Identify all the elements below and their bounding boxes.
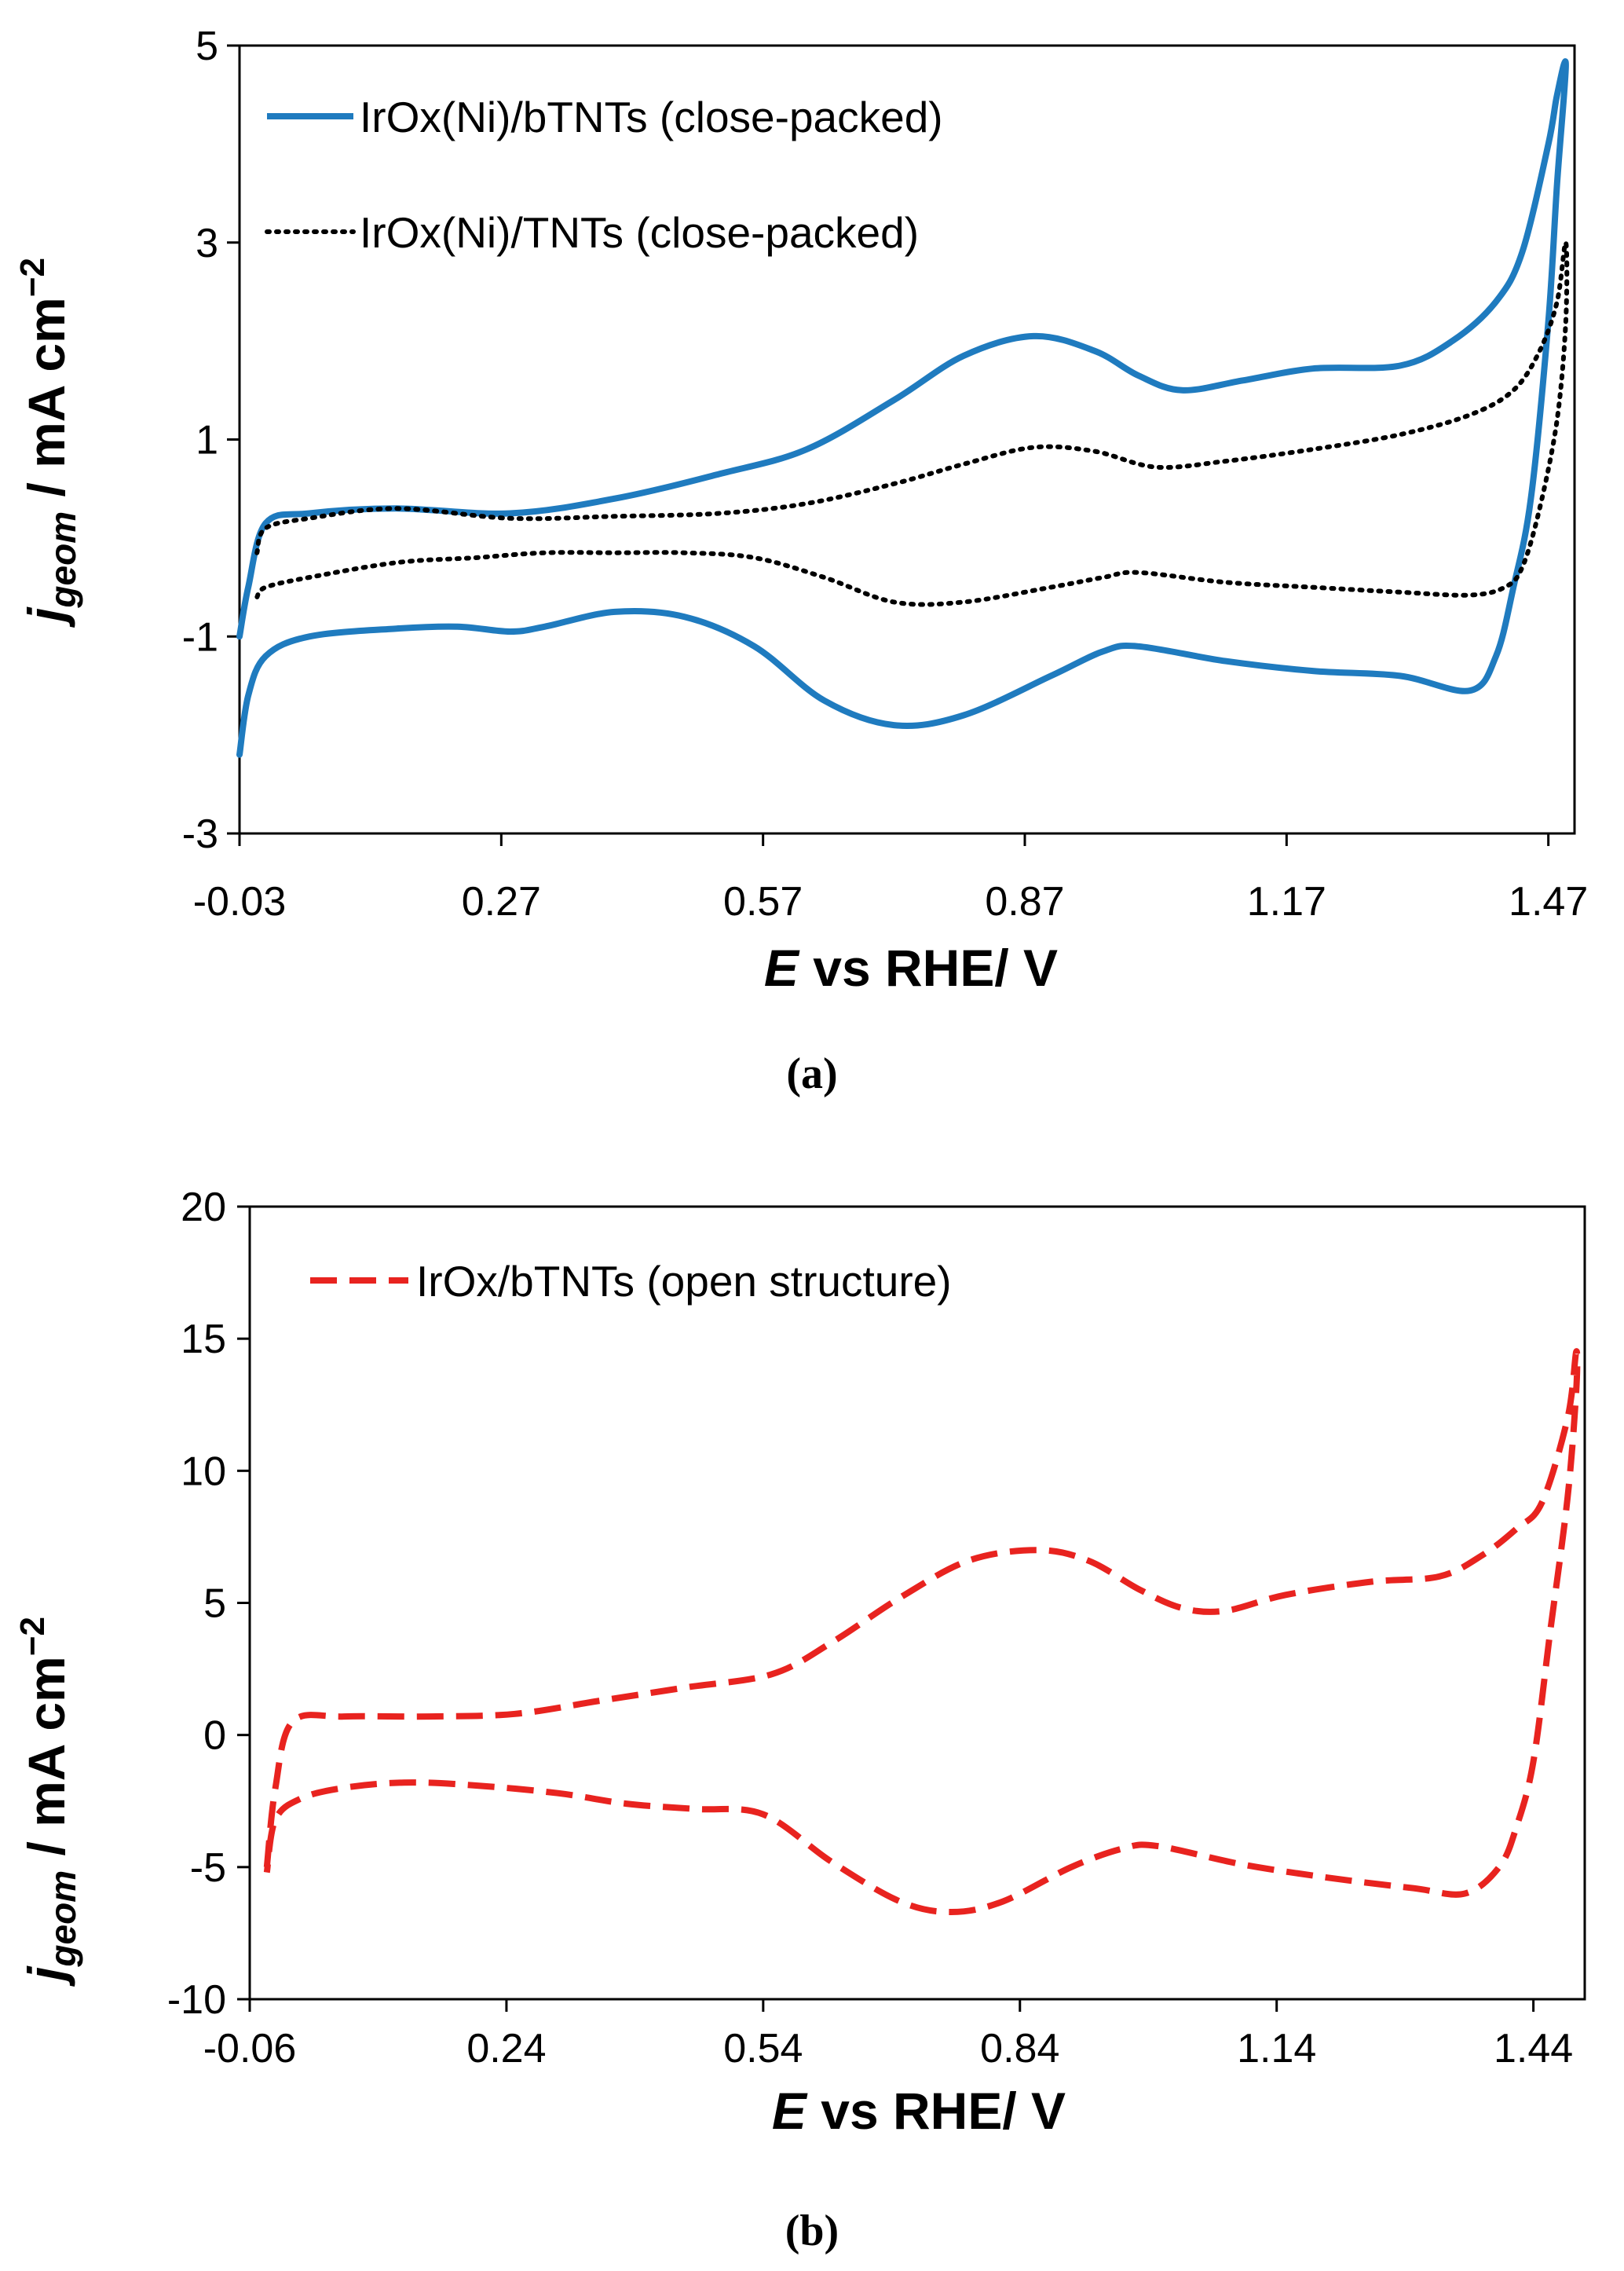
- y-tick-label: 10: [181, 1449, 226, 1494]
- chart-b-y-label-italic: j: [17, 1965, 75, 1987]
- y-tick-label: -3: [182, 811, 218, 857]
- chart-a-legend-label-1: IrOx(Ni)/bTNTs (close-packed): [360, 93, 943, 141]
- x-tick-label: 0.27: [462, 879, 541, 925]
- chart-a-x-label-rest: vs RHE/ V: [799, 939, 1058, 997]
- y-tick-label: 5: [196, 24, 218, 69]
- x-tick-label: 0.87: [985, 879, 1064, 925]
- x-tick-label: 0.24: [466, 2026, 546, 2071]
- chart-b-x-axis-label: E vs RHE/ V: [772, 2082, 1066, 2140]
- y-tick-label: 5: [203, 1581, 226, 1627]
- chart-a-x-ticks: -0.03 0.27 0.57 0.87 1.17 1.47: [193, 833, 1588, 925]
- chart-b-plot-frame: [248, 1205, 1586, 2001]
- chart-b-series-line-1: [263, 1348, 1581, 1915]
- chart-b-panel-label: (b): [785, 2207, 839, 2255]
- chart-a-panel-label: (a): [786, 1049, 837, 1098]
- chart-a-series-line-1: [236, 58, 1569, 758]
- chart-b-y-ticks: -10 -5 0 5 10 15 20: [167, 1185, 250, 2023]
- chart-b-x-label-italic: E: [772, 2082, 808, 2140]
- chart-a-y-label-italic: j: [17, 606, 75, 628]
- x-tick-label: 1.17: [1247, 879, 1326, 925]
- y-tick-label: 15: [181, 1317, 226, 1362]
- chart-a-x-axis-label: E vs RHE/ V: [764, 939, 1058, 997]
- chart-a: -3 -1 1 3 5 -0.03 0.27 0.57 0.87 1.17 1.47 IrOx(N…: [13, 24, 1588, 1098]
- chart-a-y-axis-label: jgeom / mA cm−2: [13, 258, 83, 628]
- chart-a-y-label-sub: geom: [42, 511, 83, 609]
- chart-b-x-ticks: -0.06 0.24 0.54 0.84 1.14 1.44: [203, 1999, 1573, 2071]
- chart-b-y-axis-label: jgeom / mA cm−2: [13, 1617, 83, 1987]
- chart-a-y-label-rest: / mA cm: [17, 297, 75, 511]
- y-tick-label: -1: [182, 614, 218, 660]
- chart-a-legend-label-2: IrOx(Ni)/TNTs (close-packed): [360, 208, 919, 257]
- y-tick-label: 20: [181, 1185, 226, 1230]
- x-tick-label: 1.14: [1237, 2026, 1316, 2071]
- chart-a-y-ticks: -3 -1 1 3 5: [182, 24, 240, 857]
- chart-a-y-label-sup: −2: [13, 258, 52, 297]
- chart-a-x-label-italic: E: [764, 939, 800, 997]
- chart-b-y-label-sup: −2: [13, 1617, 52, 1656]
- x-tick-label: 1.44: [1494, 2026, 1573, 2071]
- x-tick-label: 0.54: [723, 2026, 803, 2071]
- x-tick-label: -0.06: [203, 2026, 297, 2071]
- chart-b-y-label-rest: / mA cm: [17, 1656, 75, 1870]
- y-tick-label: 0: [203, 1713, 226, 1759]
- y-tick-label: 1: [196, 418, 218, 463]
- chart-a-series-line-2: [254, 240, 1570, 607]
- y-tick-label: -10: [167, 1977, 226, 2023]
- chart-a-series: [236, 58, 1570, 758]
- x-tick-label: 0.84: [980, 2026, 1059, 2071]
- x-tick-label: 1.47: [1509, 879, 1588, 925]
- chart-a-legend: IrOx(Ni)/bTNTs (close-packed) IrOx(Ni)/T…: [265, 93, 943, 257]
- y-tick-label: -5: [190, 1845, 226, 1891]
- chart-b-legend: IrOx/bTNTs (open structure): [310, 1257, 952, 1306]
- x-tick-label: -0.03: [193, 879, 287, 925]
- chart-b-y-label-sub: geom: [42, 1870, 83, 1968]
- y-tick-label: 3: [196, 221, 218, 266]
- chart-b-legend-label-1: IrOx/bTNTs (open structure): [416, 1257, 952, 1306]
- chart-b-series: [263, 1348, 1581, 1915]
- x-tick-label: 0.57: [723, 879, 803, 925]
- chart-b-x-label-rest: vs RHE/ V: [807, 2082, 1066, 2140]
